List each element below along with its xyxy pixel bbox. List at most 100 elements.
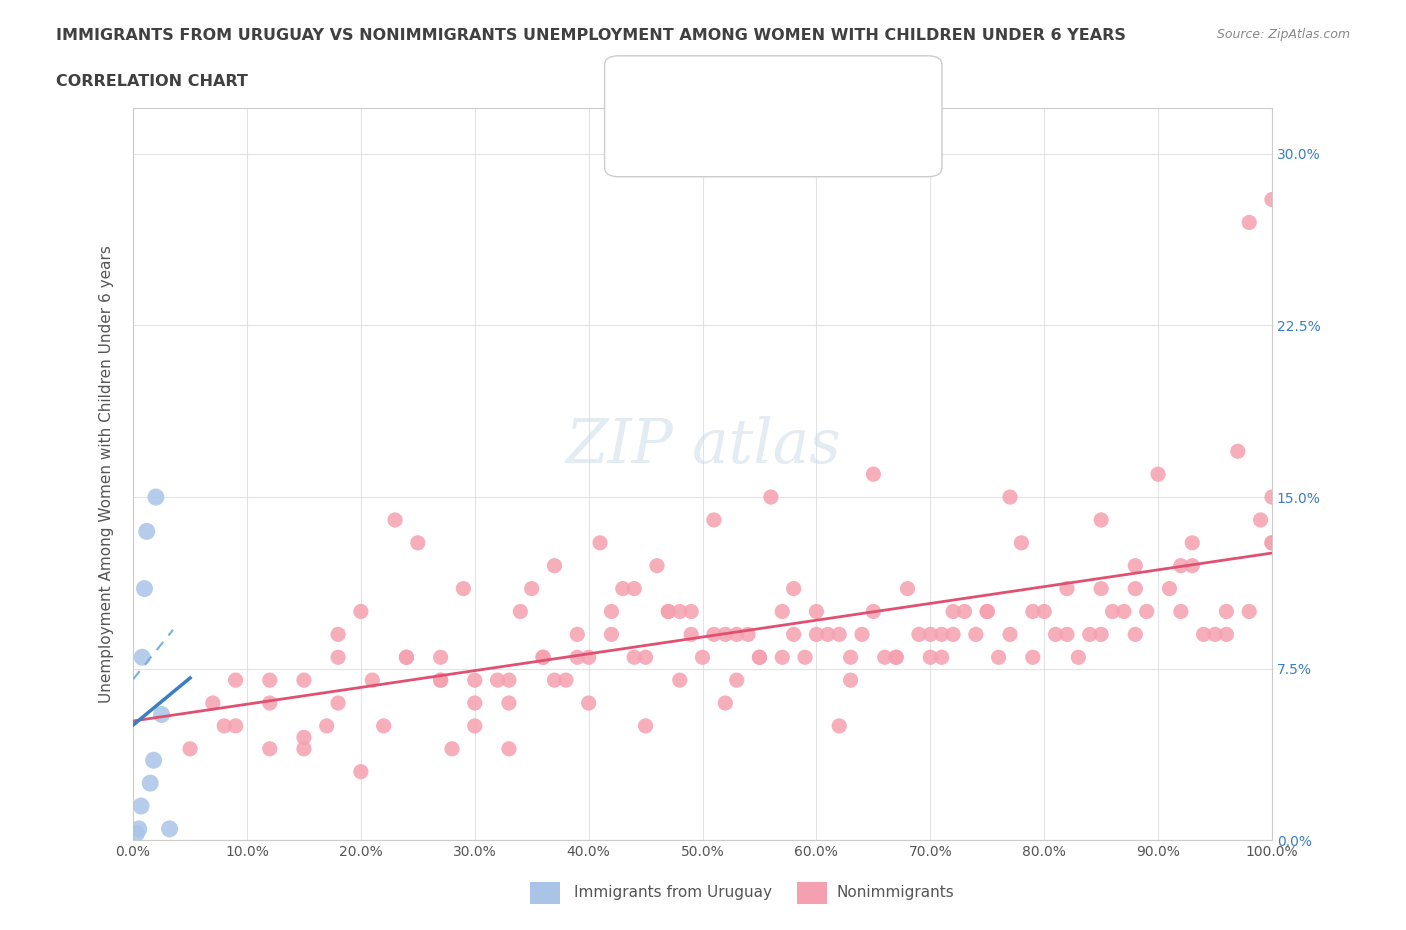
Point bbox=[131, 650, 153, 665]
Point bbox=[1022, 650, 1045, 665]
Point bbox=[806, 604, 828, 619]
Point bbox=[1250, 512, 1272, 527]
Point bbox=[350, 764, 373, 779]
Point bbox=[1147, 467, 1170, 482]
Point bbox=[225, 672, 247, 687]
Point bbox=[1056, 581, 1078, 596]
Point bbox=[770, 604, 793, 619]
Point bbox=[920, 627, 942, 642]
Point bbox=[429, 650, 451, 665]
Point bbox=[464, 719, 486, 734]
Point bbox=[315, 719, 337, 734]
Point bbox=[668, 604, 690, 619]
Point bbox=[150, 707, 173, 722]
Point bbox=[737, 627, 759, 642]
Point bbox=[292, 672, 315, 687]
Point bbox=[179, 741, 201, 756]
Point bbox=[259, 672, 281, 687]
Point bbox=[453, 581, 475, 596]
Point bbox=[129, 799, 152, 814]
Text: CORRELATION CHART: CORRELATION CHART bbox=[56, 74, 247, 89]
Y-axis label: Unemployment Among Women with Children Under 6 years: Unemployment Among Women with Children U… bbox=[100, 246, 114, 703]
Point bbox=[1123, 581, 1146, 596]
Point bbox=[134, 581, 156, 596]
Point bbox=[139, 776, 162, 790]
Point bbox=[520, 581, 543, 596]
Point bbox=[567, 650, 589, 665]
Point bbox=[998, 489, 1021, 504]
Point bbox=[429, 672, 451, 687]
Point bbox=[531, 650, 554, 665]
Point bbox=[440, 741, 463, 756]
Point bbox=[1170, 558, 1192, 573]
Point bbox=[395, 650, 418, 665]
Point bbox=[884, 650, 907, 665]
Point bbox=[1204, 627, 1226, 642]
Point bbox=[1159, 581, 1181, 596]
Point bbox=[142, 752, 165, 767]
Point bbox=[145, 489, 167, 504]
Point bbox=[125, 826, 148, 841]
Point bbox=[1261, 536, 1284, 551]
Text: ZIP atlas: ZIP atlas bbox=[565, 417, 841, 476]
Point bbox=[839, 650, 862, 665]
Point bbox=[1123, 627, 1146, 642]
Point bbox=[692, 650, 714, 665]
Point bbox=[567, 627, 589, 642]
Point bbox=[623, 650, 645, 665]
Point bbox=[1136, 604, 1159, 619]
Point bbox=[350, 604, 373, 619]
Point bbox=[486, 672, 509, 687]
Point bbox=[782, 627, 804, 642]
Point bbox=[681, 604, 703, 619]
Point bbox=[212, 719, 235, 734]
Point bbox=[942, 604, 965, 619]
Point bbox=[1056, 627, 1078, 642]
Point bbox=[703, 512, 725, 527]
Point bbox=[578, 650, 600, 665]
Point bbox=[1215, 604, 1237, 619]
Point bbox=[931, 627, 953, 642]
Point bbox=[259, 696, 281, 711]
Point bbox=[1261, 536, 1284, 551]
Text: Immigrants from Uruguay: Immigrants from Uruguay bbox=[574, 885, 772, 900]
Point bbox=[634, 719, 657, 734]
Point bbox=[828, 627, 851, 642]
Point bbox=[748, 650, 770, 665]
Point bbox=[657, 604, 679, 619]
Point bbox=[509, 604, 531, 619]
Point bbox=[225, 719, 247, 734]
Point bbox=[681, 627, 703, 642]
Point bbox=[703, 627, 725, 642]
Point bbox=[782, 581, 804, 596]
Point bbox=[1215, 627, 1237, 642]
Point bbox=[259, 741, 281, 756]
Point bbox=[1261, 193, 1284, 207]
Text: IMMIGRANTS FROM URUGUAY VS NONIMMIGRANTS UNEMPLOYMENT AMONG WOMEN WITH CHILDREN : IMMIGRANTS FROM URUGUAY VS NONIMMIGRANTS… bbox=[56, 28, 1126, 43]
Point bbox=[759, 489, 782, 504]
Point bbox=[1237, 604, 1260, 619]
Point bbox=[770, 650, 793, 665]
Point bbox=[612, 581, 634, 596]
Point bbox=[645, 558, 668, 573]
Point bbox=[817, 627, 839, 642]
Point bbox=[464, 672, 486, 687]
Point bbox=[668, 672, 690, 687]
Point bbox=[326, 650, 349, 665]
Point bbox=[862, 604, 884, 619]
Text: R =  0.681   N =   11: R = 0.681 N = 11 bbox=[675, 76, 848, 94]
Point bbox=[543, 672, 565, 687]
Point bbox=[128, 821, 150, 836]
Point bbox=[987, 650, 1010, 665]
Point bbox=[292, 741, 315, 756]
Point bbox=[384, 512, 406, 527]
Point bbox=[623, 581, 645, 596]
Point bbox=[361, 672, 384, 687]
Point bbox=[976, 604, 998, 619]
Point bbox=[862, 467, 884, 482]
Point bbox=[600, 627, 623, 642]
Point bbox=[1237, 215, 1260, 230]
Point bbox=[464, 696, 486, 711]
Point bbox=[828, 719, 851, 734]
Point bbox=[873, 650, 896, 665]
